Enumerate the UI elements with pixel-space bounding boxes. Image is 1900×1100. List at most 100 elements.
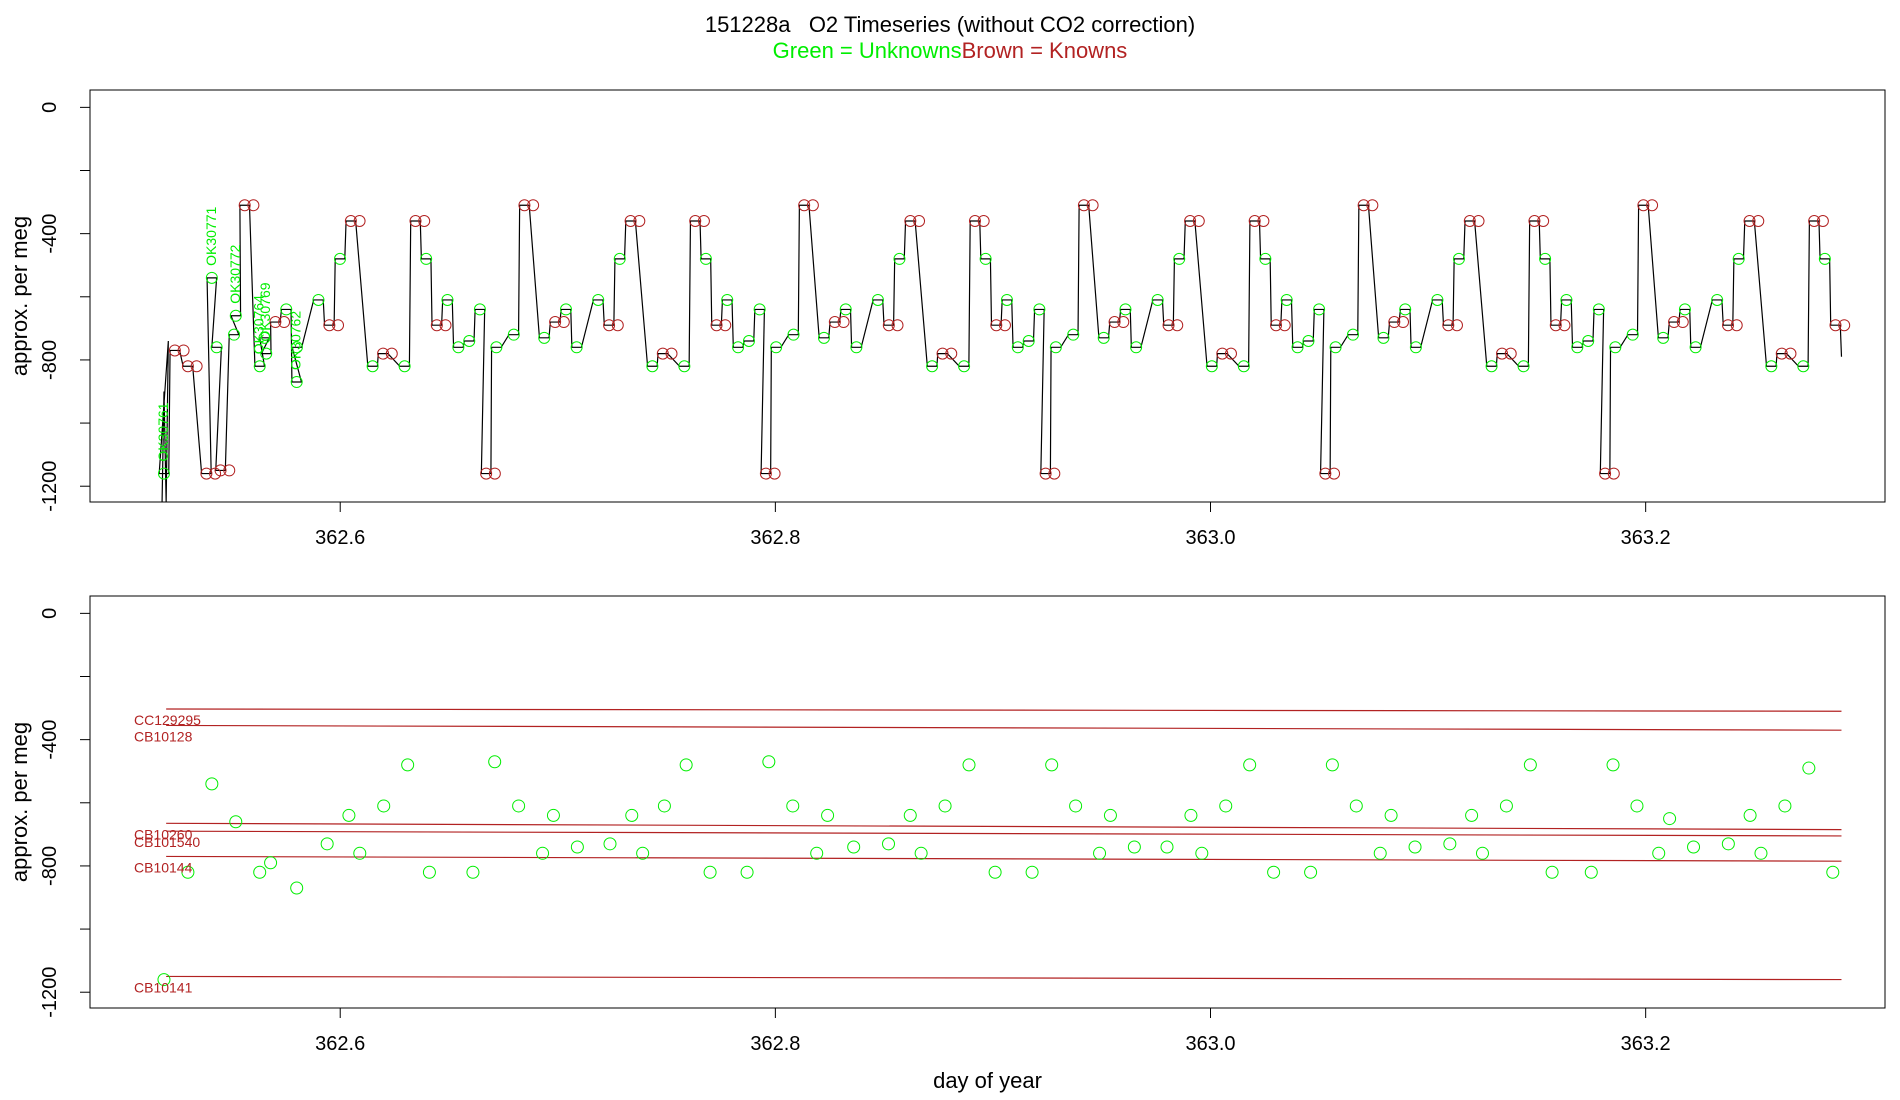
unknown-marker bbox=[210, 341, 223, 354]
known-marker bbox=[480, 467, 493, 480]
unknown-point bbox=[988, 865, 1002, 879]
unknown-marker bbox=[312, 293, 325, 306]
unknown-point bbox=[1304, 865, 1318, 879]
known-marker bbox=[1450, 319, 1463, 332]
known-marker bbox=[768, 467, 781, 480]
unknown-marker bbox=[926, 360, 939, 373]
unknown-point bbox=[914, 846, 928, 860]
unknown-marker bbox=[1409, 341, 1422, 354]
unknown-point bbox=[962, 758, 976, 772]
known-marker bbox=[806, 199, 819, 212]
unknown-point bbox=[253, 865, 267, 879]
unknown-point bbox=[1267, 865, 1281, 879]
unknown-point bbox=[1195, 846, 1209, 860]
known-marker bbox=[1397, 316, 1410, 329]
plot-area bbox=[157, 708, 1842, 987]
plot-frame bbox=[89, 89, 1886, 503]
unknown-marker bbox=[850, 341, 863, 354]
known-marker bbox=[798, 199, 811, 212]
unknown-marker bbox=[817, 331, 830, 344]
x-tick-label: 362.8 bbox=[750, 1033, 800, 1055]
unknown-marker bbox=[1280, 293, 1293, 306]
known-marker bbox=[977, 215, 990, 228]
unknown-point bbox=[1826, 865, 1840, 879]
unknown-point bbox=[1384, 808, 1398, 822]
x-tick-label: 363.0 bbox=[1185, 1033, 1235, 1055]
unknown-point bbox=[264, 856, 278, 870]
unknown-marker bbox=[1560, 293, 1573, 306]
sample-label: OK30764 bbox=[251, 295, 267, 354]
unknown-marker bbox=[452, 341, 465, 354]
unknown-marker bbox=[1000, 293, 1013, 306]
x-tick-label: 362.6 bbox=[315, 1033, 365, 1055]
x-tick-label: 363.0 bbox=[1185, 527, 1235, 549]
unknown-marker bbox=[1329, 341, 1342, 354]
known-marker bbox=[1752, 215, 1765, 228]
unknown-marker bbox=[1732, 252, 1745, 265]
known-marker bbox=[1676, 316, 1689, 329]
known-marker bbox=[1829, 319, 1842, 332]
known-marker bbox=[1388, 316, 1401, 329]
unknown-point bbox=[1160, 840, 1174, 854]
known-marker bbox=[1192, 215, 1205, 228]
unknown-point bbox=[1606, 758, 1620, 772]
chart-title-block: 151228a O2 Timeseries (without CO2 corre… bbox=[0, 12, 1900, 64]
known-marker bbox=[1328, 467, 1341, 480]
unknown-marker bbox=[1452, 252, 1465, 265]
known-marker bbox=[913, 215, 926, 228]
known-marker bbox=[1048, 467, 1061, 480]
unknown-point bbox=[603, 837, 617, 851]
unknown-point bbox=[1465, 808, 1479, 822]
known-marker bbox=[1743, 215, 1756, 228]
unknown-marker bbox=[871, 293, 884, 306]
reference-line-label: CB10128 bbox=[134, 728, 193, 744]
unknown-marker bbox=[1346, 328, 1359, 341]
unknown-marker bbox=[559, 303, 572, 316]
unknown-point bbox=[512, 799, 526, 813]
known-marker bbox=[1599, 467, 1612, 480]
known-marker bbox=[527, 199, 540, 212]
known-marker bbox=[837, 316, 850, 329]
unknown-point bbox=[1721, 837, 1735, 851]
unknown-marker bbox=[893, 252, 906, 265]
unknown-point bbox=[536, 846, 550, 860]
y-tick-label: -400 bbox=[39, 720, 61, 760]
known-marker bbox=[936, 347, 949, 360]
unknown-marker bbox=[157, 467, 170, 480]
known-marker bbox=[223, 464, 236, 477]
unknown-point bbox=[1584, 865, 1598, 879]
unknown-marker bbox=[721, 293, 734, 306]
known-marker bbox=[377, 347, 390, 360]
unknown-point bbox=[821, 808, 835, 822]
unknown-marker bbox=[253, 360, 266, 373]
unknown-marker bbox=[839, 303, 852, 316]
known-marker bbox=[409, 215, 422, 228]
unknown-point bbox=[1802, 761, 1816, 775]
top-panel: -1200 -800 -400 0 362.6 362.8 363.0 363.2 approx… bbox=[7, 89, 1886, 549]
known-marker bbox=[190, 360, 203, 373]
unknown-marker bbox=[1711, 293, 1724, 306]
known-marker bbox=[177, 344, 190, 357]
unknown-marker bbox=[490, 341, 503, 354]
unknown-point bbox=[1325, 758, 1339, 772]
known-marker bbox=[1775, 347, 1788, 360]
unknown-point bbox=[679, 758, 693, 772]
unknown-marker bbox=[1377, 331, 1390, 344]
y-tick-label: -400 bbox=[39, 214, 61, 254]
unknown-marker bbox=[366, 360, 379, 373]
unknown-marker bbox=[280, 303, 293, 316]
known-marker bbox=[1528, 215, 1541, 228]
known-marker bbox=[719, 319, 732, 332]
known-marker bbox=[1472, 215, 1485, 228]
known-marker bbox=[882, 319, 895, 332]
o2-trace-line bbox=[158, 204, 1843, 502]
x-tick-label: 362.8 bbox=[750, 527, 800, 549]
sample-label: OK30772 bbox=[227, 244, 243, 303]
known-marker bbox=[697, 215, 710, 228]
unknown-point bbox=[1025, 865, 1039, 879]
unknown-marker bbox=[1678, 303, 1691, 316]
unknown-marker bbox=[333, 252, 346, 265]
unknown-marker bbox=[1022, 334, 1035, 347]
unknown-point bbox=[1184, 808, 1198, 822]
known-marker bbox=[1668, 316, 1681, 329]
